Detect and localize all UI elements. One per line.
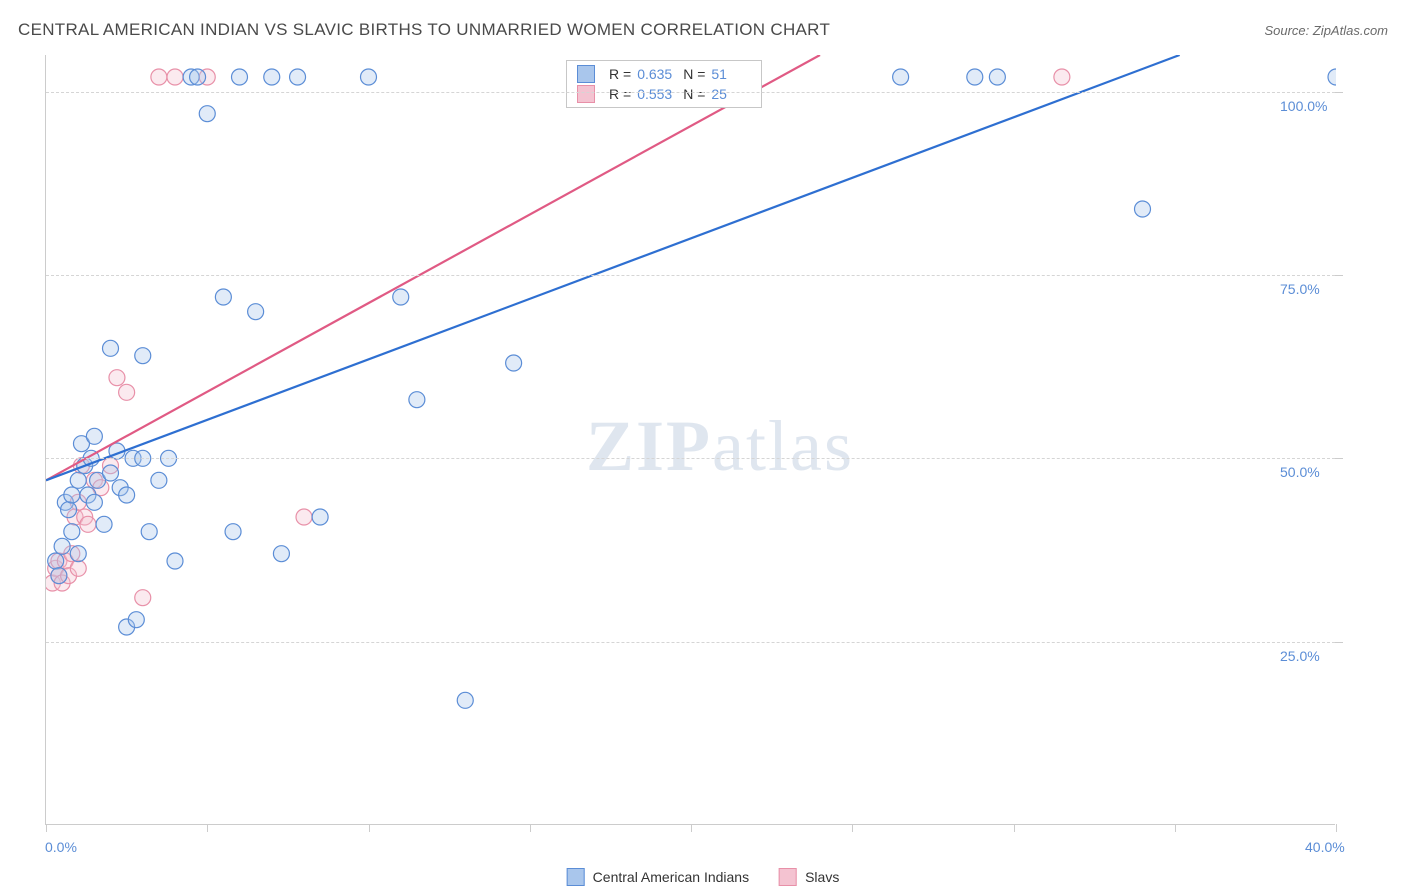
- stats-swatch-cai: [577, 65, 595, 83]
- data-point-cai: [167, 553, 183, 569]
- data-point-cai: [96, 516, 112, 532]
- data-point-cai: [232, 69, 248, 85]
- data-point-cai: [225, 524, 241, 540]
- data-point-cai: [86, 428, 102, 444]
- data-point-slavs: [109, 370, 125, 386]
- x-tick-label: 40.0%: [1305, 839, 1345, 855]
- data-point-slavs: [80, 516, 96, 532]
- data-point-cai: [48, 553, 64, 569]
- gridline-h: [46, 92, 1335, 93]
- legend-label-slavs: Slavs: [805, 869, 839, 885]
- data-point-cai: [199, 106, 215, 122]
- data-point-cai: [967, 69, 983, 85]
- y-tick-label: 100.0%: [1280, 98, 1327, 114]
- data-point-slavs: [70, 560, 86, 576]
- regression-line-slavs: [46, 55, 820, 480]
- data-point-cai: [190, 69, 206, 85]
- data-point-slavs: [119, 384, 135, 400]
- data-point-cai: [409, 392, 425, 408]
- stats-swatch-slavs: [577, 85, 595, 103]
- legend-item-slavs: Slavs: [779, 868, 839, 886]
- y-tick-label: 75.0%: [1280, 281, 1320, 297]
- gridline-h: [46, 275, 1335, 276]
- gridline-h: [46, 458, 1335, 459]
- data-point-cai: [989, 69, 1005, 85]
- stats-row-slavs: R = 0.553 N = 25: [577, 85, 751, 103]
- data-point-cai: [893, 69, 909, 85]
- stats-row-cai: R = 0.635 N = 51: [577, 65, 751, 83]
- data-point-cai: [61, 502, 77, 518]
- data-point-slavs: [151, 69, 167, 85]
- data-point-cai: [70, 546, 86, 562]
- plot-area: ZIPatlas R = 0.635 N = 51 R = 0.553 N = …: [45, 55, 1335, 825]
- data-point-cai: [273, 546, 289, 562]
- legend-label-cai: Central American Indians: [593, 869, 749, 885]
- data-point-cai: [215, 289, 231, 305]
- y-tick-label: 25.0%: [1280, 648, 1320, 664]
- data-point-cai: [54, 538, 70, 554]
- data-point-cai: [128, 612, 144, 628]
- data-point-cai: [457, 692, 473, 708]
- data-point-cai: [361, 69, 377, 85]
- source-attribution: Source: ZipAtlas.com: [1264, 23, 1388, 38]
- x-axis-legend: Central American Indians Slavs: [567, 868, 840, 886]
- data-point-cai: [64, 487, 80, 503]
- data-point-cai: [312, 509, 328, 525]
- data-point-slavs: [135, 590, 151, 606]
- x-tick-label: 0.0%: [45, 839, 77, 855]
- data-point-slavs: [1054, 69, 1070, 85]
- chart-title: CENTRAL AMERICAN INDIAN VS SLAVIC BIRTHS…: [18, 20, 830, 40]
- y-tick-label: 50.0%: [1280, 464, 1320, 480]
- data-point-cai: [135, 348, 151, 364]
- legend-swatch-slavs: [779, 868, 797, 886]
- data-point-cai: [103, 340, 119, 356]
- data-point-cai: [119, 487, 135, 503]
- data-point-cai: [51, 568, 67, 584]
- gridline-h: [46, 642, 1335, 643]
- data-point-cai: [64, 524, 80, 540]
- data-point-cai: [506, 355, 522, 371]
- data-point-cai: [248, 304, 264, 320]
- chart-svg: [46, 55, 1336, 825]
- data-point-cai: [264, 69, 280, 85]
- data-point-cai: [151, 472, 167, 488]
- data-point-cai: [393, 289, 409, 305]
- data-point-cai: [70, 472, 86, 488]
- legend-swatch-cai: [567, 868, 585, 886]
- data-point-cai: [1328, 69, 1336, 85]
- data-point-cai: [103, 465, 119, 481]
- data-point-cai: [290, 69, 306, 85]
- legend-item-cai: Central American Indians: [567, 868, 749, 886]
- data-point-cai: [86, 494, 102, 510]
- regression-line-cai: [46, 55, 1180, 480]
- data-point-cai: [1135, 201, 1151, 217]
- stats-legend: R = 0.635 N = 51 R = 0.553 N = 25: [566, 60, 762, 108]
- data-point-slavs: [296, 509, 312, 525]
- data-point-cai: [141, 524, 157, 540]
- data-point-slavs: [167, 69, 183, 85]
